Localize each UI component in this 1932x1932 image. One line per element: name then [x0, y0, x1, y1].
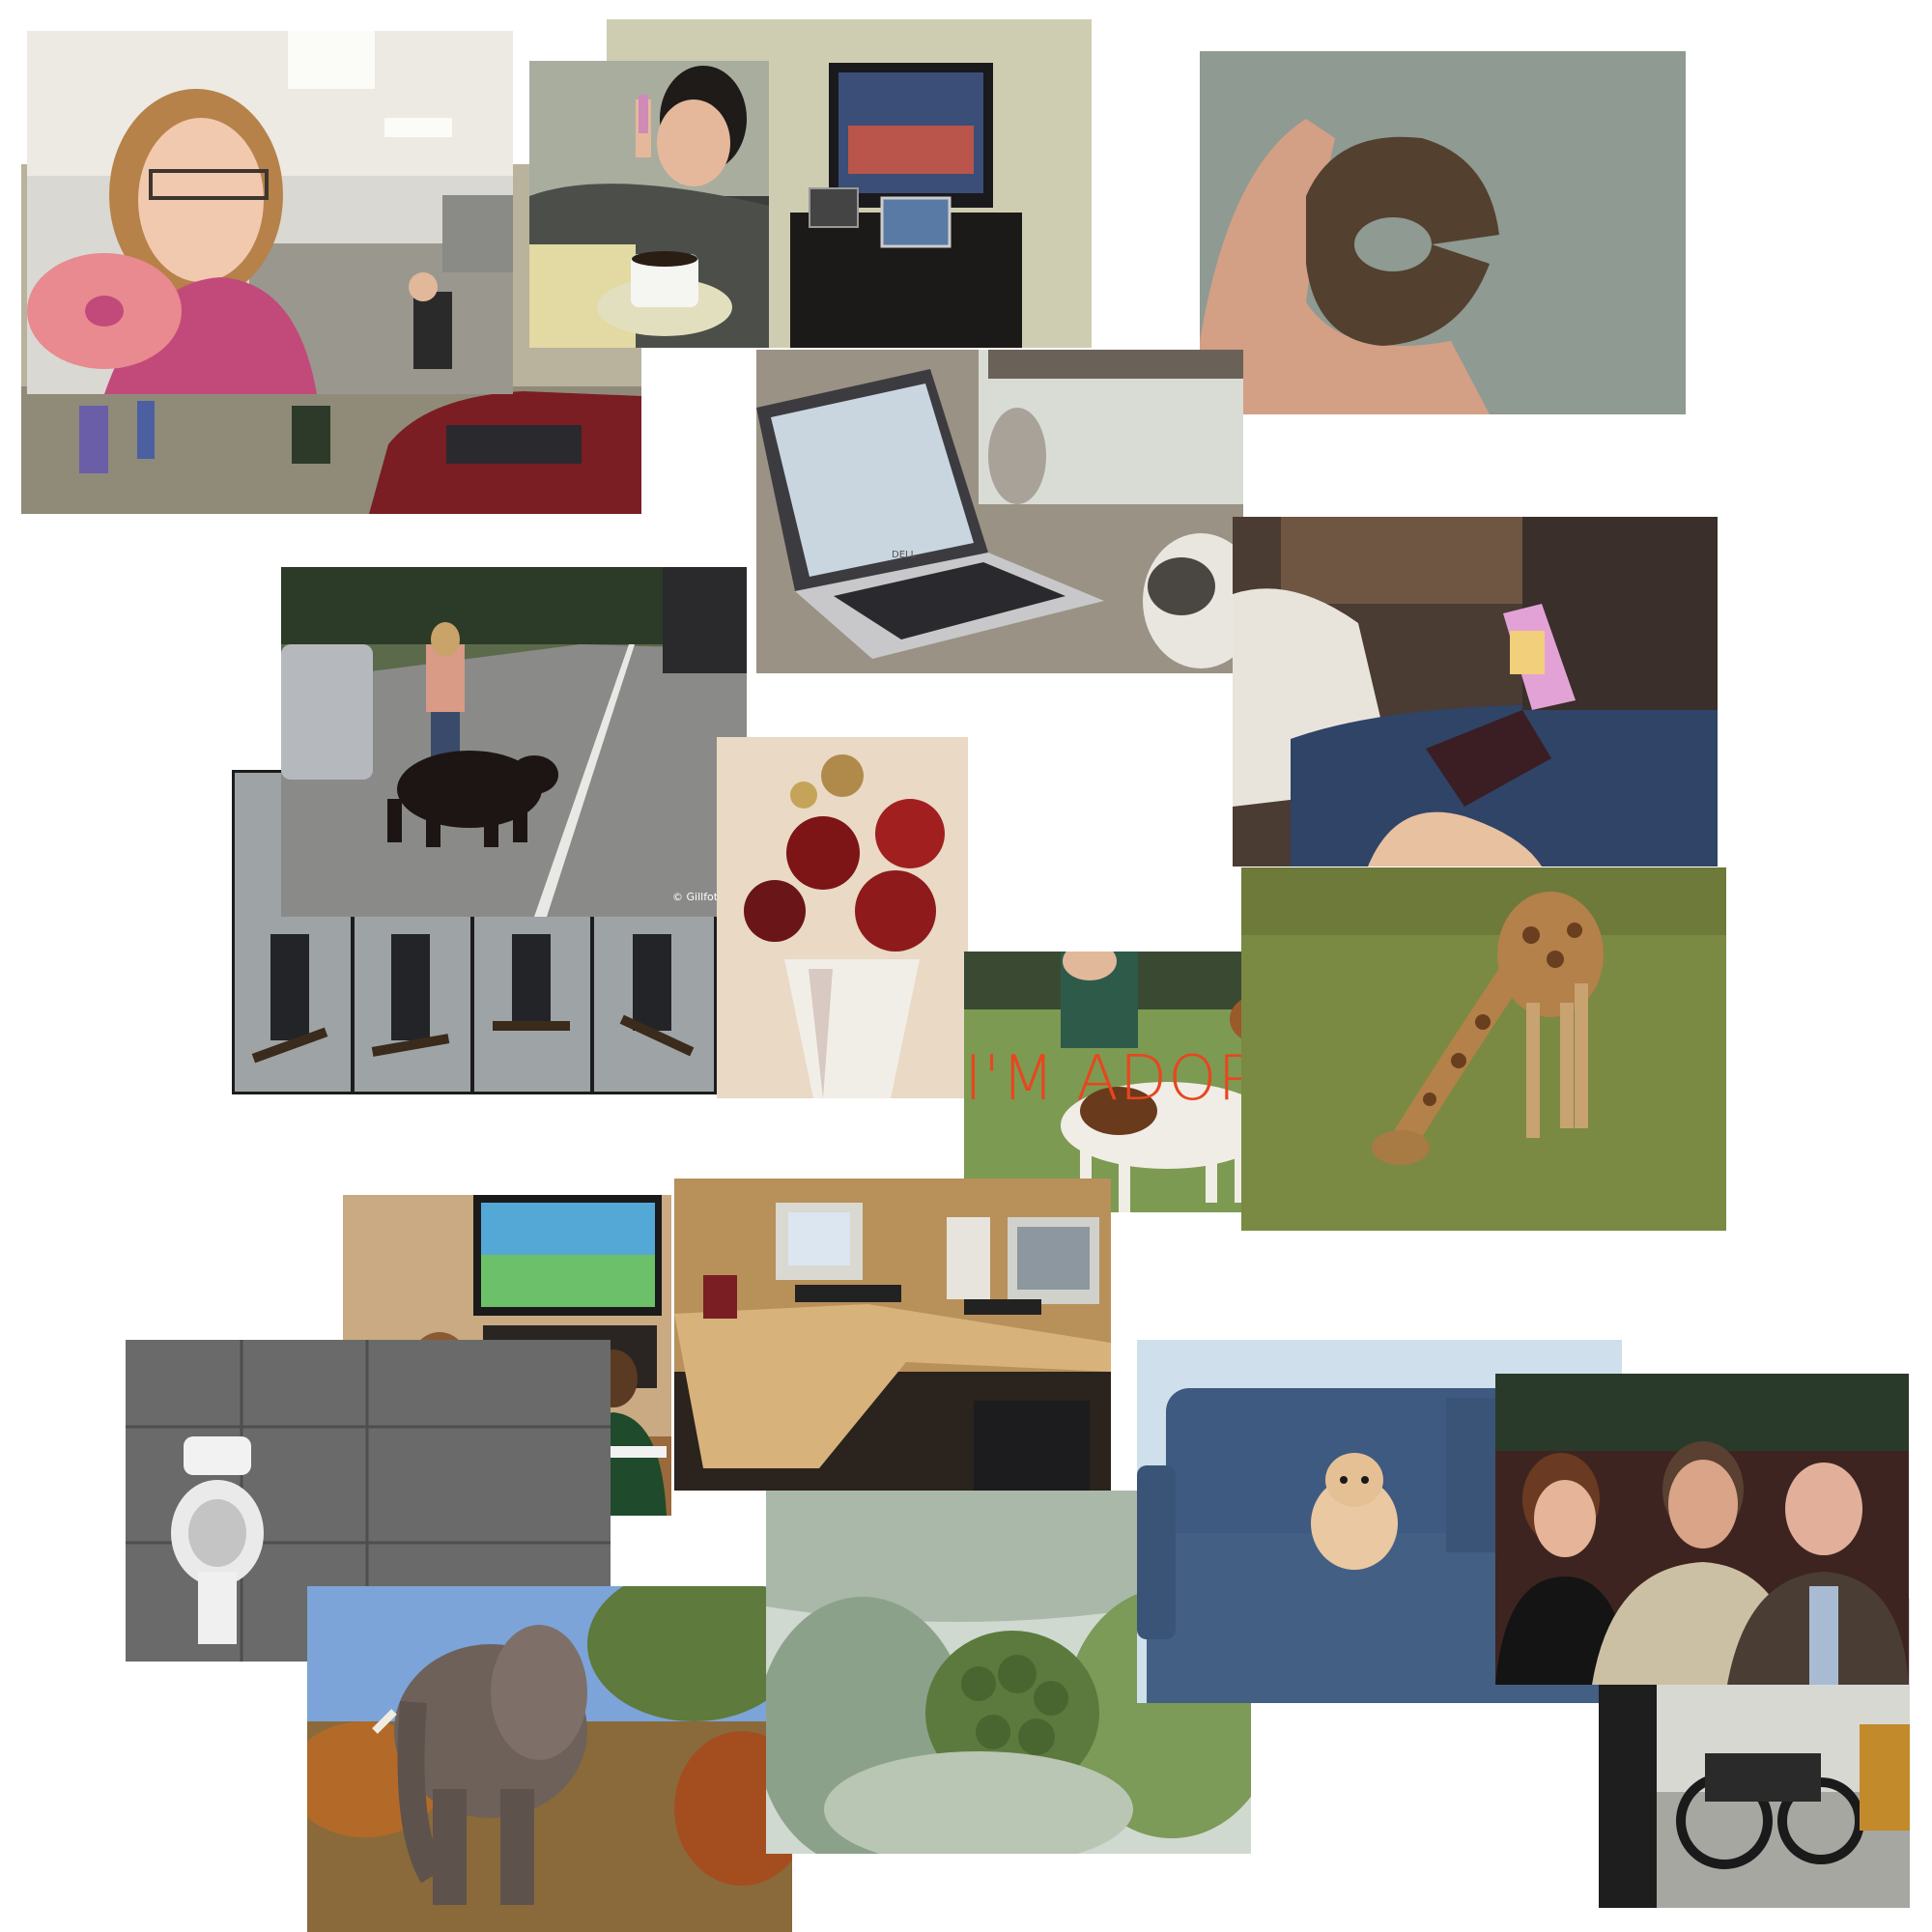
photo-woman-phone-coffee — [529, 61, 769, 348]
photo-bear-road: © Gillfoto — [281, 567, 747, 917]
photo-group-three-people — [1495, 1374, 1909, 1685]
photo-office-desk-computers — [674, 1179, 1111, 1491]
laptop-brand-label: DELL — [892, 550, 917, 560]
photo-giraffe — [1241, 867, 1726, 1231]
photo-office-donut — [27, 31, 513, 394]
photo-laptop-cat: DELL — [756, 350, 1243, 673]
photo-donut-bite — [1200, 51, 1686, 414]
photo-flowers-vase — [717, 737, 968, 1098]
bear-watermark: © Gillfoto — [672, 891, 724, 903]
photo-elephant — [307, 1586, 792, 1932]
photo-pink-flip-phone — [1233, 517, 1718, 867]
